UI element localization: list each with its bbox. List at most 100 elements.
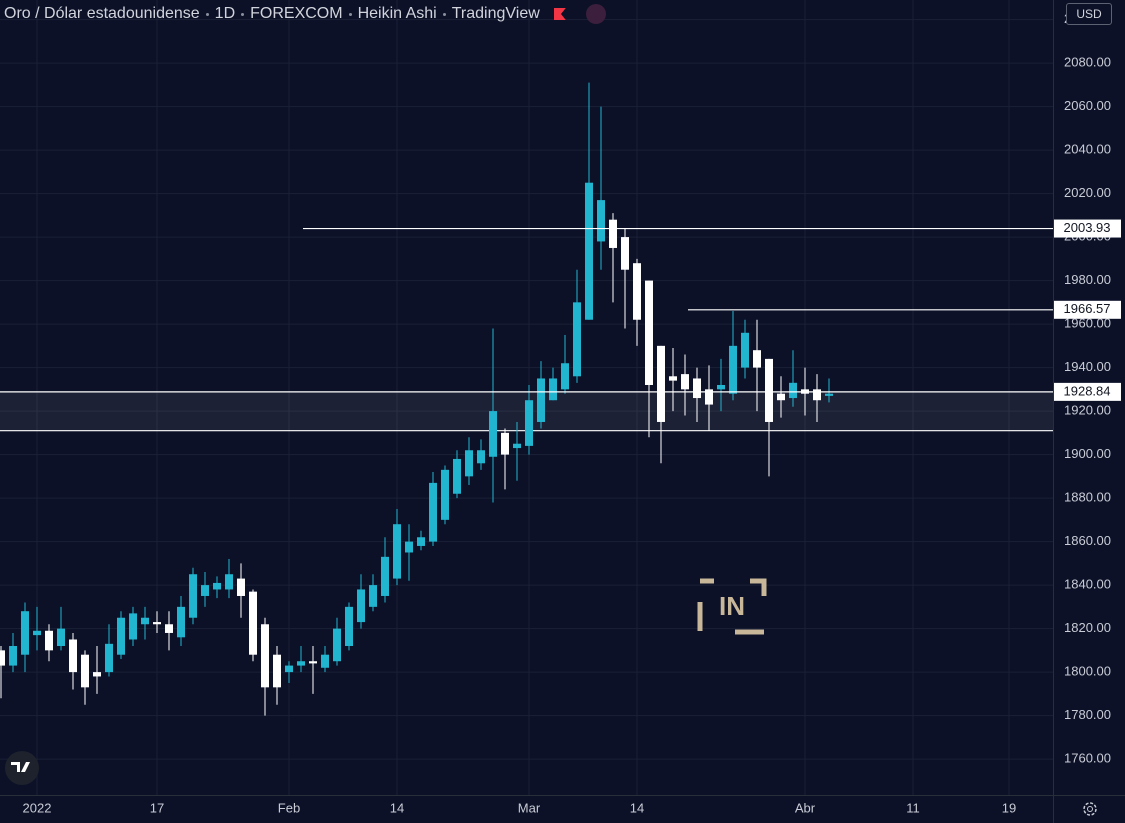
candle-body xyxy=(261,624,269,688)
candle-body xyxy=(285,665,293,673)
y-tick-label: 1780.00 xyxy=(1064,707,1111,722)
candle-body xyxy=(57,628,65,647)
wave-icon[interactable] xyxy=(585,4,606,24)
candle-body xyxy=(405,541,413,553)
y-tick-label: 1900.00 xyxy=(1064,446,1111,461)
x-tick-label: 14 xyxy=(390,800,404,815)
candle-body xyxy=(0,650,5,666)
candle-body xyxy=(525,400,533,446)
y-tick-label: 1800.00 xyxy=(1064,664,1111,679)
candle-body xyxy=(669,376,677,381)
candle-body xyxy=(357,589,365,623)
separator xyxy=(442,12,446,16)
candle-body xyxy=(777,393,785,401)
settings-ring xyxy=(1083,802,1097,816)
separator xyxy=(241,12,245,16)
candle-body xyxy=(585,182,593,320)
candle-body xyxy=(501,432,509,455)
candle-body xyxy=(249,591,257,655)
candle-body xyxy=(465,450,473,477)
candle-body xyxy=(441,469,449,520)
candle-body xyxy=(129,613,137,640)
candle-body xyxy=(789,382,797,399)
candle-body xyxy=(69,639,77,673)
y-tick-label: 1860.00 xyxy=(1064,533,1111,548)
candle-body xyxy=(693,378,701,399)
y-tick-label: 1960.00 xyxy=(1064,316,1111,331)
tv-logo-mark xyxy=(11,762,30,772)
candle-body xyxy=(153,622,161,625)
candle-body xyxy=(489,411,497,457)
x-tick-label: 11 xyxy=(906,800,920,815)
settings-hub xyxy=(1087,806,1093,812)
candle-body xyxy=(429,482,437,542)
level-label: 1928.84 xyxy=(1064,383,1111,398)
watermark: IN xyxy=(697,578,767,635)
candle-body xyxy=(621,237,629,270)
candle-body xyxy=(213,582,221,590)
candle-body xyxy=(177,606,185,638)
candle-body xyxy=(609,219,617,248)
level-label-bg xyxy=(1054,219,1121,238)
level-label: 1966.57 xyxy=(1064,301,1111,316)
watermark-text: IN xyxy=(719,591,745,621)
candle-body xyxy=(561,363,569,390)
candle-body xyxy=(21,611,29,655)
x-tick-label: 14 xyxy=(630,800,644,815)
candle-body xyxy=(417,537,425,546)
y-tick-label: 2080.00 xyxy=(1064,55,1111,70)
x-tick-label: 17 xyxy=(150,800,164,815)
x-tick-label: Abr xyxy=(795,800,816,815)
x-tick-label: 2022 xyxy=(23,800,52,815)
y-tick-label: 1820.00 xyxy=(1064,620,1111,635)
candle-body xyxy=(717,384,725,390)
candle-body xyxy=(309,661,317,664)
currency-button[interactable]: USD xyxy=(1066,3,1112,25)
candle-body xyxy=(33,630,41,636)
y-tick-label: 1840.00 xyxy=(1064,577,1111,592)
title-part: Heikin Ashi xyxy=(357,5,437,22)
settings-icon[interactable] xyxy=(1083,802,1097,816)
flag-icon[interactable] xyxy=(553,8,566,20)
candle-body xyxy=(165,624,173,633)
candle-body xyxy=(741,332,749,368)
y-tick-label: 2040.00 xyxy=(1064,142,1111,157)
watermark-bracket xyxy=(697,578,767,635)
candle-body xyxy=(513,443,521,449)
candle-body xyxy=(729,345,737,394)
candle-body xyxy=(825,393,833,396)
candle-body xyxy=(105,643,113,673)
x-tick-label: Mar xyxy=(518,800,541,815)
candle-body xyxy=(345,606,353,647)
candle-body xyxy=(765,358,773,422)
candle-body xyxy=(477,450,485,464)
candle-body xyxy=(321,654,329,668)
candle-body xyxy=(813,389,821,401)
separator xyxy=(348,12,352,16)
candle-body xyxy=(633,263,641,320)
candle-body xyxy=(645,280,653,385)
candle-body xyxy=(45,630,53,651)
x-tick-label: Feb xyxy=(278,800,300,815)
candle-body xyxy=(681,374,689,390)
candle-body xyxy=(573,302,581,377)
candle-body xyxy=(237,578,245,596)
y-tick-label: 1760.00 xyxy=(1064,751,1111,766)
candle-body xyxy=(705,389,713,405)
candle-body xyxy=(93,672,101,677)
tv-logo xyxy=(5,751,39,785)
y-tick-label: 2060.00 xyxy=(1064,98,1111,113)
candle-body xyxy=(657,345,665,422)
candle-body xyxy=(9,646,17,666)
candle-body xyxy=(225,574,233,590)
candle-body xyxy=(537,378,545,422)
candle-body xyxy=(189,574,197,618)
y-tick-label: 2020.00 xyxy=(1064,185,1111,200)
price-axis-bg xyxy=(1053,0,1125,823)
title-part: 1D xyxy=(214,5,236,22)
candle-body xyxy=(381,556,389,596)
candle-body xyxy=(753,350,761,368)
candle-body xyxy=(333,628,341,662)
y-tick-label: 1920.00 xyxy=(1064,403,1111,418)
